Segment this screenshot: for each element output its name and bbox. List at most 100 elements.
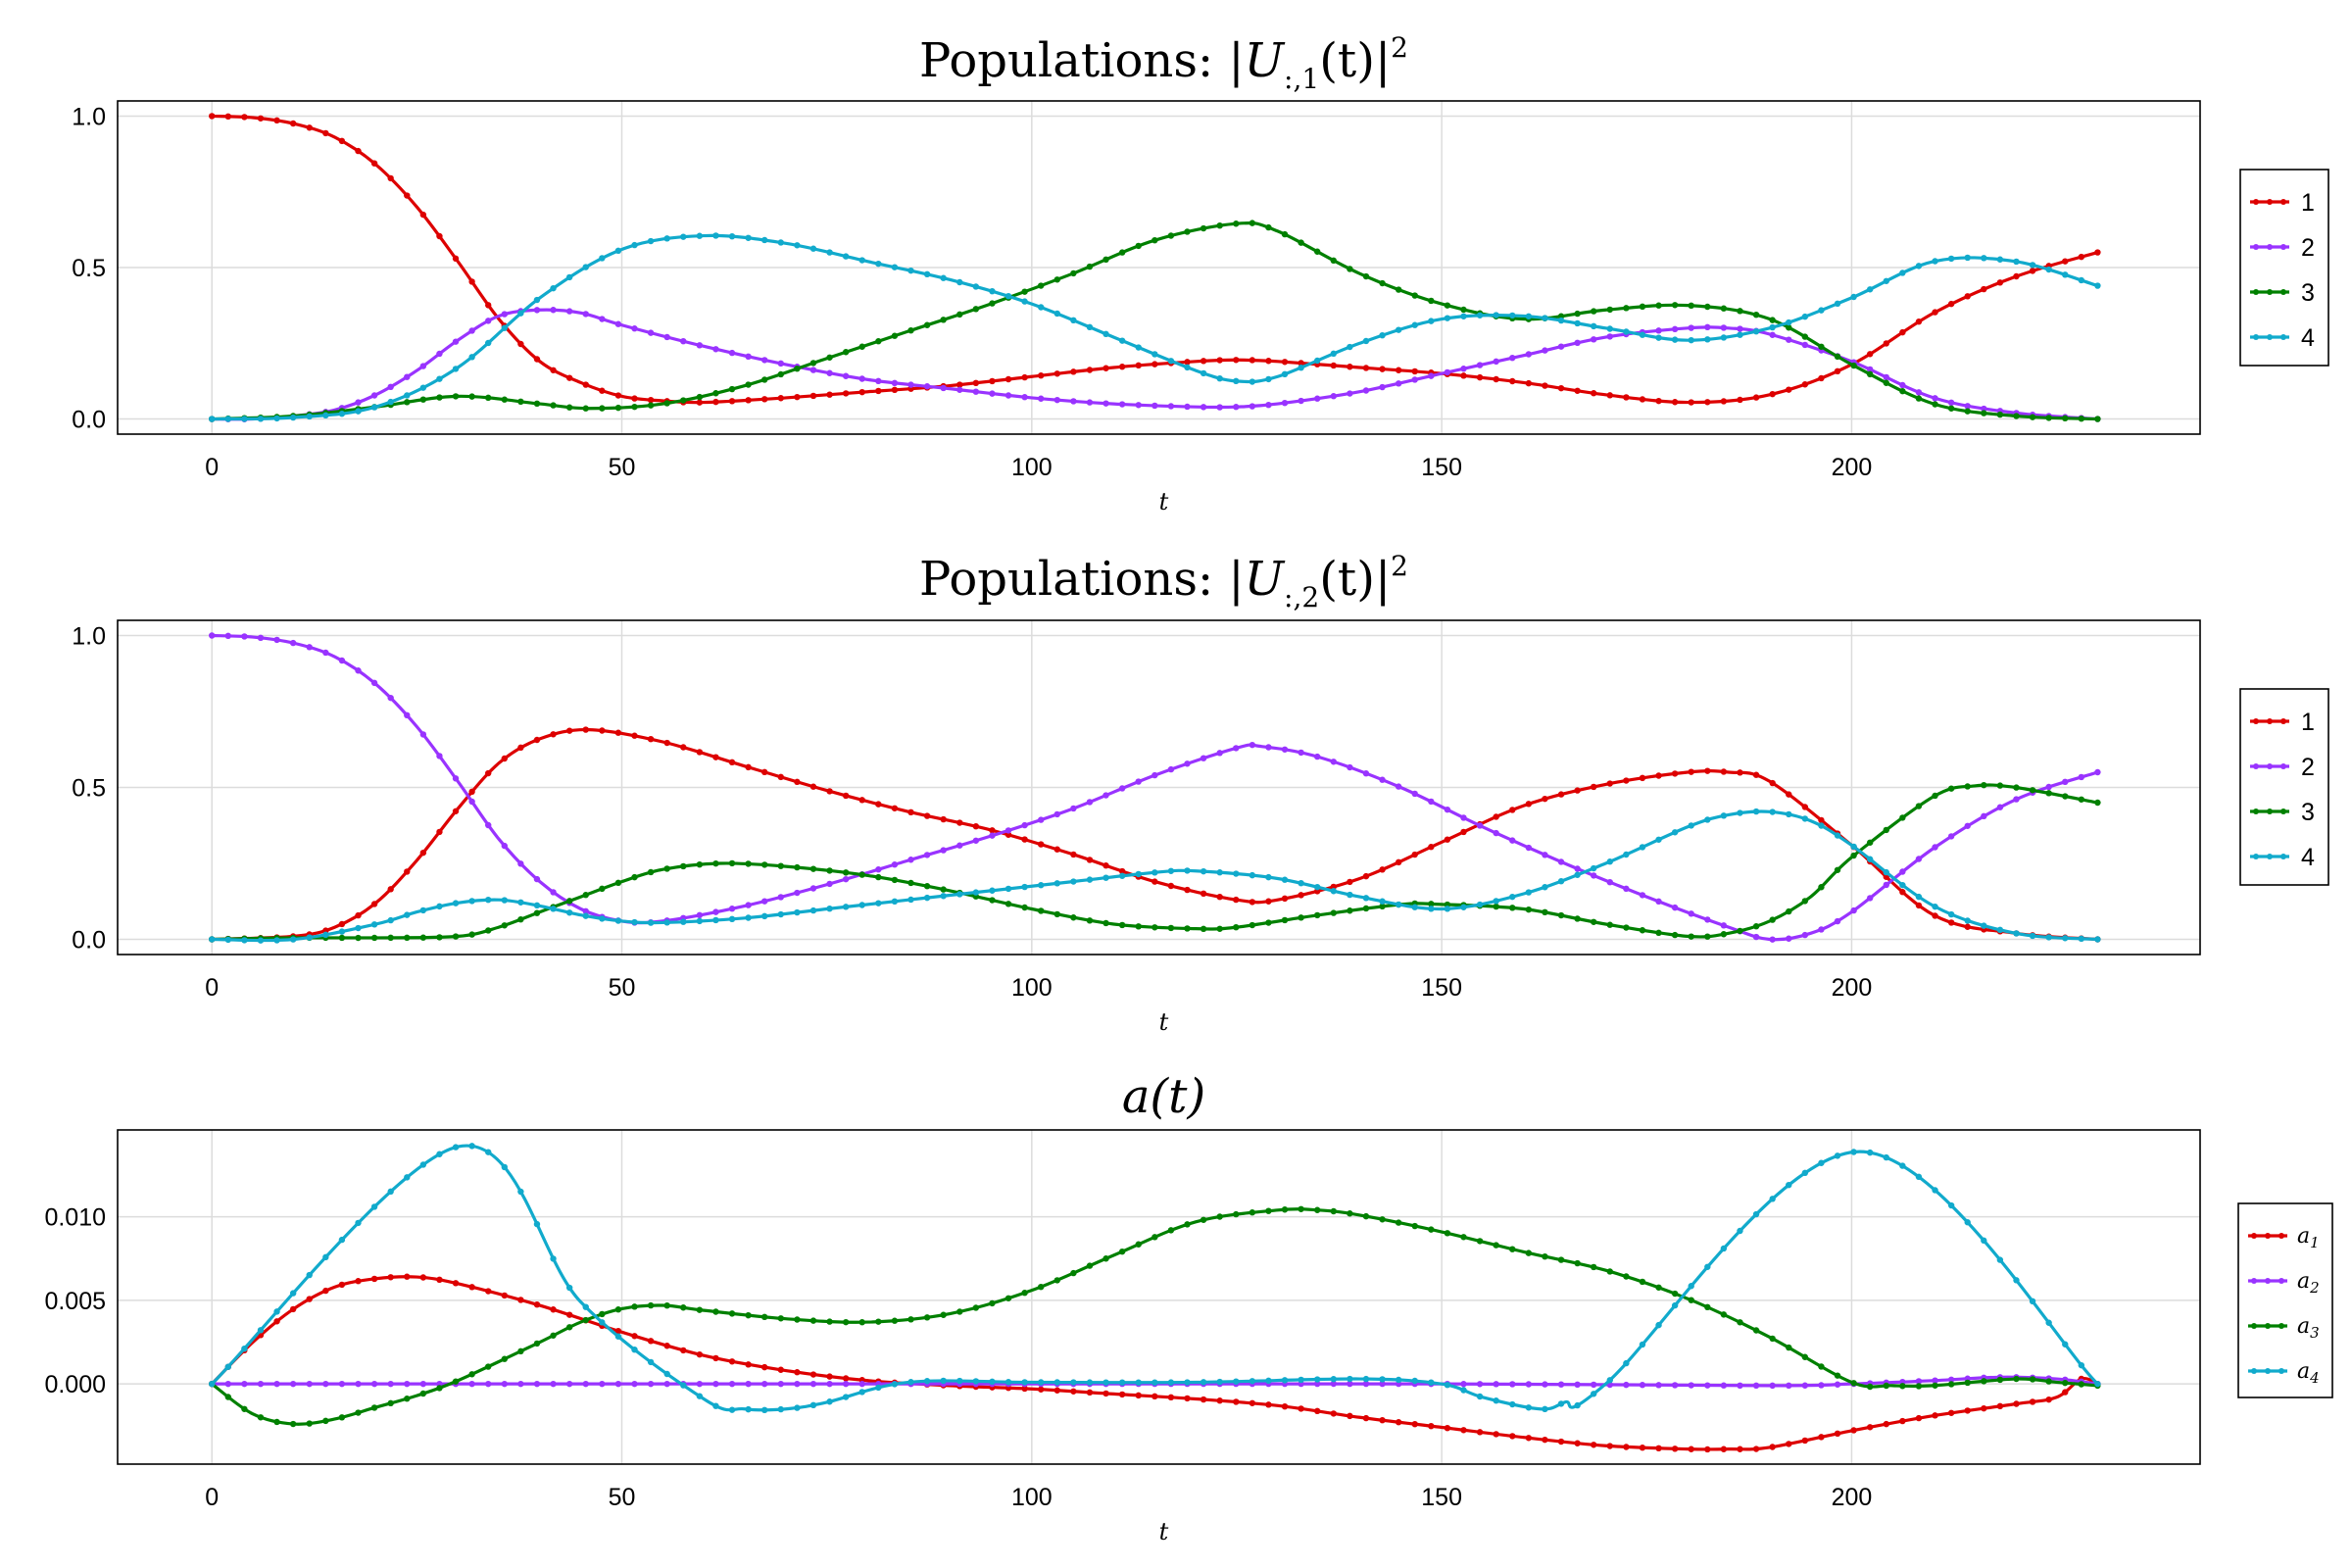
data-point — [1265, 1401, 1272, 1408]
data-point — [1347, 1412, 1353, 1420]
data-point — [2078, 935, 2085, 943]
data-point — [1542, 852, 1548, 858]
data-point — [1786, 935, 1792, 942]
data-point — [1769, 1444, 1776, 1450]
data-point — [696, 399, 704, 406]
data-point — [599, 915, 606, 922]
data-point — [2062, 415, 2069, 422]
data-point — [1883, 1382, 1889, 1390]
data-point — [1118, 1391, 1126, 1398]
data-point — [1932, 903, 1938, 910]
data-point — [1347, 907, 1353, 914]
data-point — [1428, 844, 1435, 851]
data-point — [419, 1274, 427, 1281]
data-point — [1801, 1353, 1809, 1360]
data-point — [1801, 815, 1809, 822]
data-point — [923, 883, 931, 890]
data-point — [1411, 368, 1418, 375]
data-point — [1298, 397, 1304, 405]
data-point — [1038, 1283, 1045, 1291]
data-point — [1118, 867, 1126, 875]
data-point — [614, 320, 622, 327]
data-point — [1038, 282, 1045, 289]
data-point — [989, 832, 996, 839]
data-point — [355, 1219, 362, 1227]
data-point — [777, 862, 784, 869]
data-point — [1590, 864, 1597, 872]
data-point — [858, 797, 865, 804]
data-point — [1102, 792, 1109, 799]
data-point — [1362, 895, 1370, 902]
data-point — [224, 1363, 231, 1370]
data-point — [1054, 1387, 1060, 1394]
x-tick-label: 150 — [1421, 454, 1462, 481]
legend-item-4: a4 — [2248, 1359, 2320, 1387]
data-point — [956, 386, 963, 393]
data-point — [1086, 1389, 1094, 1396]
data-point — [1428, 1379, 1435, 1386]
data-point — [1606, 1443, 1613, 1449]
data-point — [1102, 1255, 1109, 1262]
data-point — [1167, 1379, 1175, 1386]
plot-frame — [117, 100, 2201, 435]
data-point — [1135, 1241, 1142, 1248]
data-point — [1038, 372, 1045, 379]
data-point — [1899, 881, 1906, 889]
data-point — [1444, 836, 1451, 843]
data-point — [257, 1327, 265, 1334]
data-point — [1720, 1446, 1728, 1452]
legend-dot — [2253, 808, 2259, 814]
x-tick-label: 0 — [205, 454, 219, 481]
data-point — [1184, 359, 1191, 366]
data-point — [680, 1347, 687, 1354]
data-point — [1298, 892, 1304, 899]
data-point — [1411, 851, 1418, 858]
data-point — [582, 726, 589, 733]
data-point — [404, 1174, 411, 1181]
data-point — [517, 1188, 524, 1196]
data-point — [565, 909, 573, 916]
data-point — [1542, 884, 1548, 891]
data-point — [1021, 394, 1028, 401]
data-point — [956, 842, 963, 849]
data-point — [517, 744, 524, 752]
data-point — [1265, 358, 1272, 365]
data-point — [1542, 908, 1548, 916]
data-point — [1623, 1359, 1630, 1367]
data-point — [1769, 323, 1776, 331]
data-point — [1102, 1379, 1109, 1386]
data-point — [2045, 783, 2052, 791]
data-point — [1249, 403, 1256, 410]
data-point — [1866, 366, 1874, 373]
legend-dot — [2253, 289, 2259, 295]
data-point — [794, 1380, 801, 1388]
data-point — [1379, 1216, 1386, 1223]
data-point — [2094, 416, 2101, 422]
data-point — [1038, 304, 1045, 311]
data-point — [2078, 415, 2085, 422]
data-point — [614, 1380, 622, 1388]
y-tick-label: 0.0 — [72, 927, 106, 955]
data-point — [712, 390, 719, 397]
data-point — [1493, 813, 1499, 820]
data-point — [777, 1380, 784, 1388]
data-point — [891, 1317, 899, 1324]
data-point — [565, 273, 573, 281]
data-point — [1070, 368, 1077, 375]
data-point — [1866, 839, 1874, 846]
data-point — [1021, 373, 1028, 381]
data-point — [647, 237, 655, 245]
data-point — [794, 242, 801, 249]
data-point — [419, 384, 427, 391]
data-point — [1298, 1376, 1304, 1384]
data-point — [419, 363, 427, 369]
data-point — [631, 918, 638, 926]
data-point — [1444, 1381, 1451, 1389]
data-point — [209, 113, 216, 120]
data-point — [1964, 1379, 1971, 1387]
y-tick-label: 0.5 — [72, 255, 106, 282]
data-point — [1834, 832, 1841, 839]
data-point — [1167, 867, 1175, 874]
data-point — [1135, 1392, 1142, 1399]
data-point — [1428, 906, 1435, 912]
